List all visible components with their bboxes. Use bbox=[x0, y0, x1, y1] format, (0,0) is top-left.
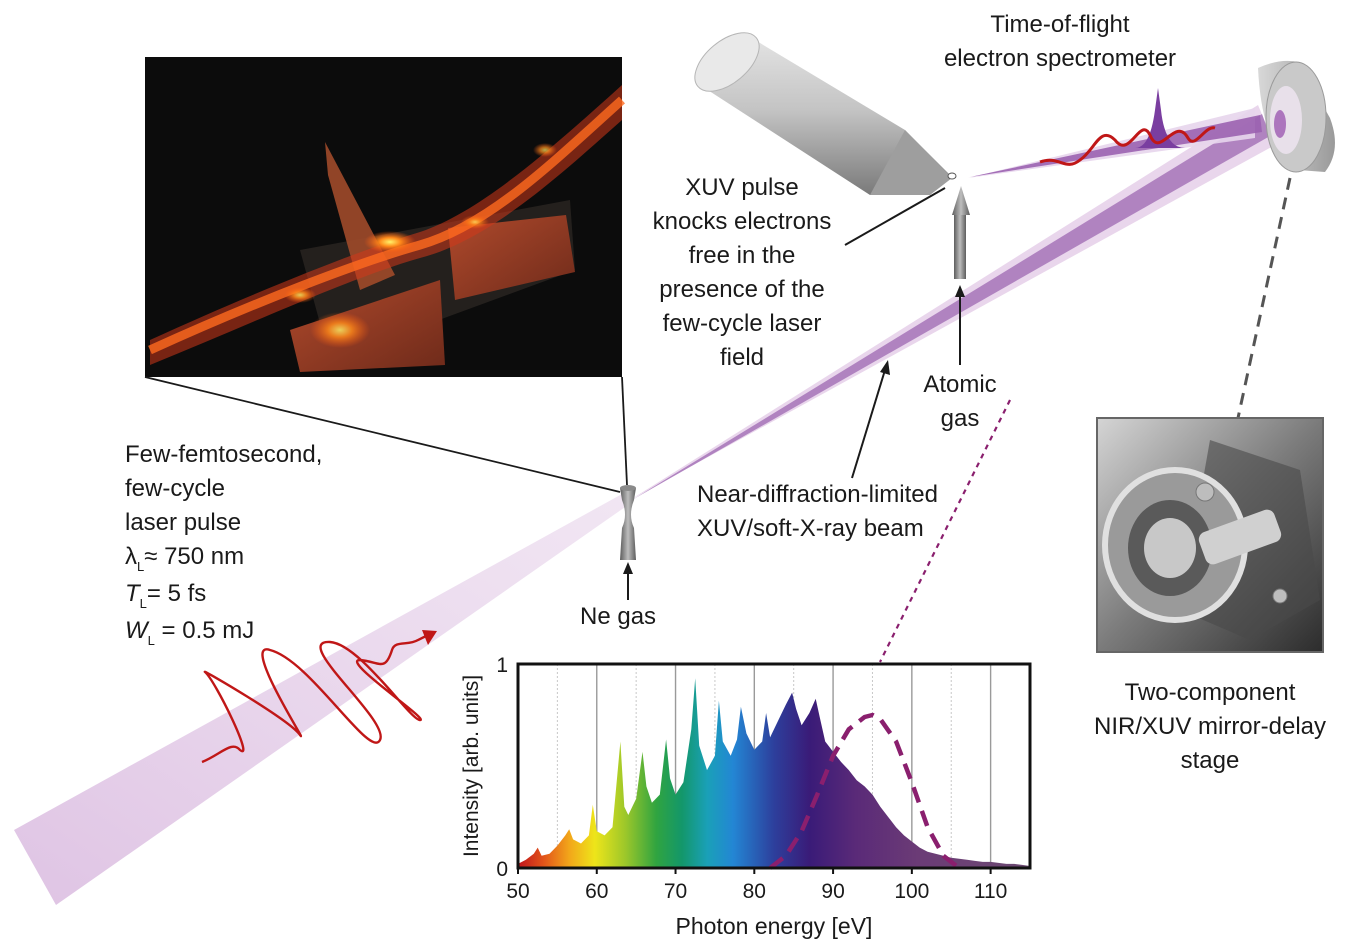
tof-label-line-1: Time-of-flight bbox=[990, 11, 1130, 38]
xuv-beam-outer-cone bbox=[630, 105, 1275, 500]
zoom-line-right bbox=[621, 376, 628, 486]
gas-target-photo bbox=[145, 57, 626, 377]
duration-symbol: T bbox=[125, 580, 140, 607]
duration-subscript: L bbox=[139, 596, 147, 611]
beam-pointer bbox=[851, 369, 886, 479]
mirror-delay-stage-mirror bbox=[1258, 60, 1335, 173]
ne-gas-arrowhead bbox=[623, 562, 633, 574]
beam-label-line-2: XUV/soft-X-ray beam bbox=[697, 515, 924, 542]
xuv-knock-line-3: free in the bbox=[688, 242, 796, 269]
laser-pulse-wave bbox=[201, 632, 431, 764]
lambda-subscript: L bbox=[137, 559, 145, 574]
stage-label-line-2: NIR/XUV mirror-delay bbox=[1093, 713, 1327, 740]
atomic-gas-label: Atomic gas bbox=[900, 368, 1020, 436]
chart-x-tick-label: 70 bbox=[664, 880, 687, 903]
chart-y-tick-label: 1 bbox=[496, 654, 508, 677]
tof-label-line-2: electron spectrometer bbox=[943, 45, 1177, 72]
duration-value: = 5 fs bbox=[146, 580, 207, 607]
tof-spectrometer bbox=[694, 32, 957, 195]
xuv-knock-line-6: field bbox=[719, 344, 765, 371]
lambda-symbol: λ bbox=[125, 543, 137, 570]
zoom-line-left bbox=[144, 376, 621, 493]
laser-beam-cone bbox=[14, 494, 628, 905]
laser-pulse-label: Few-femtosecond, few-cycle laser pulse λ… bbox=[125, 438, 322, 651]
chart-x-tick-label: 110 bbox=[974, 880, 1007, 903]
lambda-value: ≈ 750 nm bbox=[144, 543, 245, 570]
atomic-gas-line-2: gas bbox=[940, 405, 980, 432]
laser-pulse-line-2: few-cycle bbox=[125, 475, 226, 502]
stage-label: Two-component NIR/XUV mirror-delay stage bbox=[1060, 676, 1347, 778]
chart-x-tick-label: 80 bbox=[743, 880, 766, 903]
laser-pulse-line-3: laser pulse bbox=[125, 509, 242, 536]
lambda-line: λL≈ 750 nm bbox=[125, 540, 322, 577]
beam-label: Near-diffraction-limited XUV/soft-X-ray … bbox=[697, 478, 938, 546]
stage-label-line-1: Two-component bbox=[1124, 679, 1296, 706]
xuv-knock-line-5: few-cycle laser bbox=[662, 310, 822, 337]
beam-pointer-arrowhead bbox=[880, 360, 890, 375]
laser-pulse-line-1: Few-femtosecond, bbox=[125, 441, 323, 468]
chart-frame bbox=[516, 662, 1032, 870]
electron-peak bbox=[1135, 88, 1185, 148]
field-wave-reflected bbox=[1039, 126, 1216, 166]
energy-line: WL = 0.5 mJ bbox=[125, 614, 322, 651]
chart-spectrum-area bbox=[518, 678, 1030, 868]
stage-label-line-3: stage bbox=[1180, 747, 1240, 774]
xuv-knock-pointer bbox=[844, 187, 946, 246]
chart-dashed-curve bbox=[768, 712, 961, 870]
beam-label-line-1: Near-diffraction-limited bbox=[697, 481, 938, 508]
xuv-knock-line-1: XUV pulse bbox=[685, 174, 799, 201]
ne-gas-label: Ne gas bbox=[580, 603, 657, 630]
energy-symbol: W bbox=[125, 617, 148, 644]
mirror-stage-photo bbox=[1096, 417, 1324, 653]
xuv-beam-inner-cone bbox=[632, 114, 1270, 500]
atomic-gas-line-1: Atomic bbox=[923, 371, 997, 398]
mirror-to-photo-dashed bbox=[1236, 177, 1292, 419]
atomic-gas-nozzle bbox=[952, 186, 970, 279]
chart-y-axis-label: Intensity [arb. units] bbox=[460, 675, 483, 857]
xuv-knock-line-4: presence of the bbox=[659, 276, 825, 303]
chart-x-tick-label: 50 bbox=[506, 880, 529, 903]
beam-to-spectrum-dashed bbox=[879, 399, 1011, 663]
xuv-knock-label: XUV pulse knocks electrons free in the p… bbox=[622, 171, 862, 375]
chart-x-axis-label: Photon energy [eV] bbox=[676, 913, 873, 939]
chart-x-tick-label: 100 bbox=[894, 880, 929, 903]
tof-label: Time-of-flight electron spectrometer bbox=[920, 8, 1200, 76]
duration-line: TL= 5 fs bbox=[125, 577, 322, 614]
spectrum-chart: 50 60 70 80 90 100 110 0 1 Photon energy [eV] Inte… bbox=[460, 654, 1032, 939]
atomic-gas-arrowhead bbox=[955, 285, 965, 297]
energy-value: = 0.5 mJ bbox=[154, 617, 255, 644]
chart-y-tick-label: 0 bbox=[496, 858, 508, 881]
energy-subscript: L bbox=[147, 633, 155, 648]
ne-gas-nozzle bbox=[620, 485, 636, 560]
chart-x-tick-label: 90 bbox=[821, 880, 844, 903]
xuv-knock-line-2: knocks electrons bbox=[652, 208, 832, 235]
chart-x-tick-label: 60 bbox=[585, 880, 608, 903]
laser-pulse-arrowhead bbox=[422, 630, 437, 645]
